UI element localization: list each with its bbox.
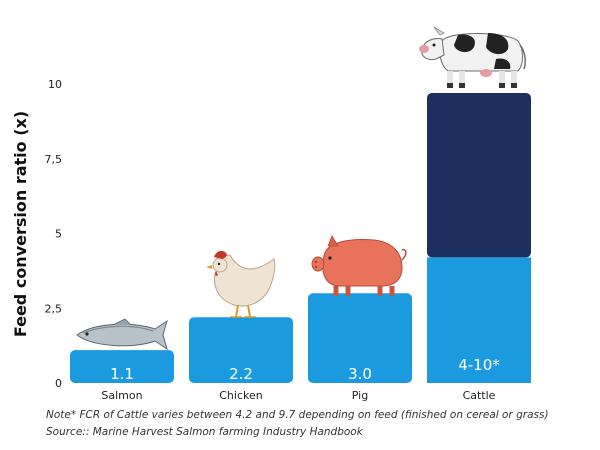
bar-pig xyxy=(308,293,412,383)
bar-range-cattle xyxy=(427,92,531,258)
y-tick-label: 10 xyxy=(48,78,62,91)
pig-icon xyxy=(311,235,407,296)
bar-salmon xyxy=(70,350,174,383)
value-label: 4-10* xyxy=(458,356,500,374)
y-axis: 0 2,5 5 7,5 10 xyxy=(45,78,63,390)
x-tick-label: Cattle xyxy=(463,389,496,402)
x-tick-label: Pig xyxy=(352,389,368,402)
bars: 1.1 Salmon 2.2 Chicken 3.0 Pig 4-10* Cattle xyxy=(70,92,531,402)
value-label: 1.1 xyxy=(110,365,134,383)
footnote: Note* FCR of Cattle varies between 4.2 a… xyxy=(46,409,549,421)
cow-icon xyxy=(419,26,526,88)
chicken-icon xyxy=(206,250,276,318)
animal-icons xyxy=(76,26,526,351)
value-label: 2.2 xyxy=(229,365,253,383)
y-tick-label: 7,5 xyxy=(45,153,63,166)
x-tick-label: Salmon xyxy=(101,389,142,402)
bar-cattle xyxy=(427,257,531,383)
y-axis-label: Feed conversion ratio (x) xyxy=(11,111,30,337)
bar-chicken xyxy=(189,317,293,383)
y-tick-label: 5 xyxy=(55,228,62,241)
source-note: Source:: Marine Harvest Salmon farming I… xyxy=(46,426,363,438)
x-tick-label: Chicken xyxy=(219,389,263,402)
value-label: 3.0 xyxy=(348,365,372,383)
y-tick-label: 0 xyxy=(55,377,62,390)
fish-icon xyxy=(76,318,168,351)
y-tick-label: 2,5 xyxy=(45,302,63,315)
